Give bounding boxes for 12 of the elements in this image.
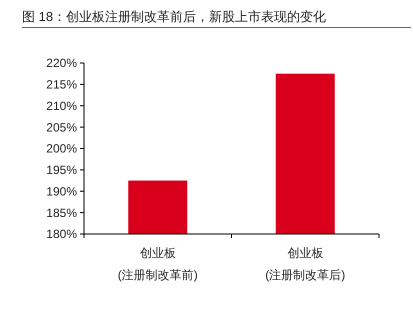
x-tick-label: 创业板 (注册制改革后) bbox=[265, 246, 346, 282]
y-tick-label: 210% bbox=[46, 98, 78, 113]
y-tick-label: 185% bbox=[46, 206, 78, 220]
chart-title: 图 18：创业板注册制改革前后，新股上市表现的变化 bbox=[22, 9, 326, 24]
y-tick-label: 205% bbox=[46, 120, 78, 134]
y-tick-label: 220% bbox=[46, 56, 78, 70]
y-tick-label: 190% bbox=[46, 184, 78, 198]
x-tick-label: 创业板 (注册制改革前) bbox=[118, 246, 198, 282]
y-tick-label: 195% bbox=[46, 163, 78, 178]
y-tick-label: 215% bbox=[46, 78, 78, 92]
y-tick-label: 200% bbox=[46, 142, 78, 156]
y-tick-label: 180% bbox=[46, 227, 78, 242]
